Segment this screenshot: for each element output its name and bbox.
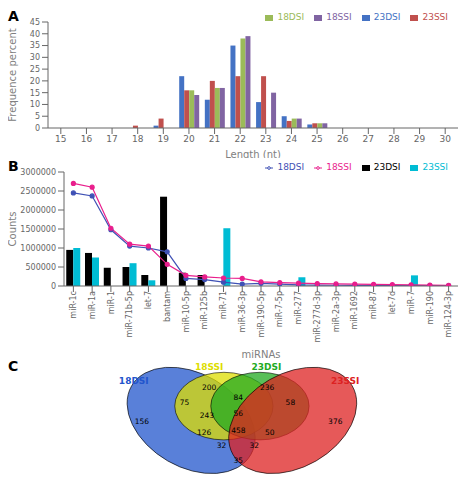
svg-text:75: 75 bbox=[180, 398, 190, 407]
svg-text:32: 32 bbox=[250, 441, 260, 450]
html-text:23DSI: 23DSI bbox=[373, 12, 401, 22]
svg-text:458: 458 bbox=[231, 426, 246, 435]
svg-text:50: 50 bbox=[265, 428, 275, 437]
svg-text:23DSI: 23DSI bbox=[252, 362, 282, 372]
html-text:18DSI: 18DSI bbox=[277, 162, 305, 172]
svg-text:22: 22 bbox=[234, 134, 245, 144]
html-text:18SSI: 18SSI bbox=[326, 162, 352, 172]
svg-text:500000: 500000 bbox=[25, 263, 56, 272]
svg-text:miR-10-5p: miR-10-5p bbox=[182, 291, 191, 332]
svg-text:1000000: 1000000 bbox=[20, 244, 56, 253]
svg-text:126: 126 bbox=[197, 428, 212, 437]
svg-text:miRNAs: miRNAs bbox=[242, 349, 281, 358]
svg-text:20: 20 bbox=[183, 134, 195, 144]
svg-text:29: 29 bbox=[414, 134, 426, 144]
html-text:A: A bbox=[8, 8, 19, 24]
svg-text:200: 200 bbox=[202, 383, 217, 392]
svg-text:25: 25 bbox=[30, 65, 40, 74]
svg-text:miR-36-3p: miR-36-3p bbox=[238, 291, 247, 332]
svg-text:24: 24 bbox=[286, 134, 298, 144]
html-text:23SSI: 23SSI bbox=[422, 162, 448, 172]
svg-text:miR-1a: miR-1a bbox=[88, 291, 97, 319]
svg-text:let-7d: let-7d bbox=[388, 291, 397, 314]
svg-text:Frequence percent: Frequence percent bbox=[8, 28, 18, 121]
svg-text:bantam: bantam bbox=[163, 291, 172, 322]
html-text:18DSI: 18DSI bbox=[277, 12, 305, 22]
svg-text:miR-1c: miR-1c bbox=[69, 291, 78, 319]
svg-text:15: 15 bbox=[30, 89, 40, 98]
svg-text:23SSI: 23SSI bbox=[331, 376, 359, 386]
svg-text:243: 243 bbox=[200, 411, 215, 420]
svg-text:35: 35 bbox=[30, 41, 40, 50]
svg-text:Length (nt): Length (nt) bbox=[225, 149, 281, 158]
svg-text:miR-190: miR-190 bbox=[426, 291, 435, 324]
svg-text:18: 18 bbox=[132, 134, 144, 144]
svg-text:miR-1692: miR-1692 bbox=[350, 291, 359, 330]
html-text:23DSI: 23DSI bbox=[373, 162, 401, 172]
svg-text:miR-87: miR-87 bbox=[369, 291, 378, 319]
svg-text:miR-277d-3p: miR-277d-3p bbox=[313, 291, 322, 343]
svg-text:56: 56 bbox=[234, 409, 244, 418]
svg-text:27: 27 bbox=[363, 134, 374, 144]
svg-text:1500000: 1500000 bbox=[20, 225, 56, 234]
svg-text:5: 5 bbox=[35, 112, 40, 121]
html-text:B: B bbox=[8, 158, 19, 174]
svg-text:16: 16 bbox=[81, 134, 93, 144]
html-text:C: C bbox=[8, 358, 19, 374]
svg-text:18SSI: 18SSI bbox=[195, 362, 223, 372]
svg-text:0: 0 bbox=[35, 124, 40, 133]
svg-text:40: 40 bbox=[30, 30, 40, 39]
svg-text:3000000: 3000000 bbox=[20, 168, 56, 177]
svg-text:0: 0 bbox=[51, 282, 56, 291]
svg-text:miR-190-5p: miR-190-5p bbox=[257, 291, 266, 337]
svg-text:19: 19 bbox=[158, 134, 170, 144]
svg-text:miR-7-5p: miR-7-5p bbox=[275, 291, 284, 327]
svg-text:376: 376 bbox=[328, 417, 343, 426]
svg-text:28: 28 bbox=[388, 134, 400, 144]
svg-text:45: 45 bbox=[30, 18, 40, 27]
svg-text:21: 21 bbox=[209, 134, 220, 144]
svg-text:miR-71b-5p: miR-71b-5p bbox=[125, 291, 134, 337]
svg-text:miR-7: miR-7 bbox=[407, 291, 416, 314]
svg-text:miR-124-3p: miR-124-3p bbox=[444, 291, 453, 337]
svg-text:35: 35 bbox=[234, 456, 244, 465]
svg-text:15: 15 bbox=[55, 134, 66, 144]
svg-text:25: 25 bbox=[311, 134, 322, 144]
html-text:23SSI: 23SSI bbox=[422, 12, 448, 22]
svg-text:84: 84 bbox=[234, 393, 244, 402]
svg-text:miR-277: miR-277 bbox=[294, 291, 303, 324]
svg-text:17: 17 bbox=[106, 134, 117, 144]
svg-text:30: 30 bbox=[439, 134, 451, 144]
svg-text:58: 58 bbox=[286, 398, 296, 407]
svg-text:26: 26 bbox=[337, 134, 349, 144]
svg-text:miR-1: miR-1 bbox=[107, 291, 116, 314]
svg-text:Counts: Counts bbox=[8, 212, 18, 247]
svg-text:miR-125b: miR-125b bbox=[200, 291, 209, 329]
svg-text:10: 10 bbox=[30, 100, 40, 109]
svg-text:18DSI: 18DSI bbox=[119, 376, 149, 386]
svg-text:23: 23 bbox=[260, 134, 271, 144]
svg-text:236: 236 bbox=[260, 383, 275, 392]
svg-text:miR-71: miR-71 bbox=[219, 291, 228, 319]
svg-text:20: 20 bbox=[30, 77, 40, 86]
svg-text:30: 30 bbox=[30, 53, 40, 62]
svg-text:32: 32 bbox=[217, 441, 227, 450]
svg-text:2000000: 2000000 bbox=[20, 206, 56, 215]
html-text:18SSI: 18SSI bbox=[326, 12, 352, 22]
svg-text:miR-2a-3p: miR-2a-3p bbox=[332, 291, 341, 332]
svg-text:2500000: 2500000 bbox=[20, 187, 56, 196]
svg-text:let-7: let-7 bbox=[144, 291, 153, 309]
svg-text:156: 156 bbox=[135, 417, 150, 426]
